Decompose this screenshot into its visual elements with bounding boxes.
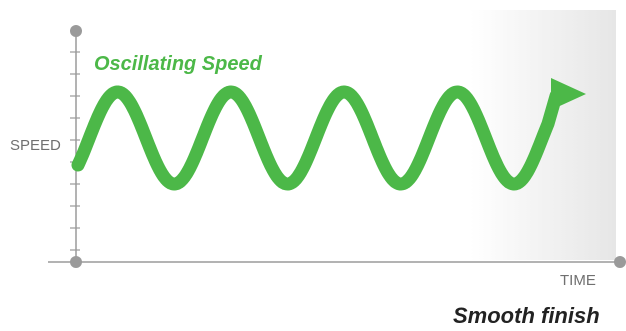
y-axis-ticks [70, 51, 80, 251]
wave-arrow-head [551, 78, 586, 110]
y-axis-top-dot [70, 25, 82, 37]
origin-dot [70, 256, 82, 268]
series-label: Oscillating Speed [94, 53, 263, 75]
caption: Smooth finish [453, 303, 600, 328]
x-axis-label: TIME [560, 272, 596, 289]
x-axis-end-dot [614, 256, 626, 268]
oscillating-speed-wave [71, 85, 563, 191]
y-axis-label: SPEED [10, 137, 61, 154]
